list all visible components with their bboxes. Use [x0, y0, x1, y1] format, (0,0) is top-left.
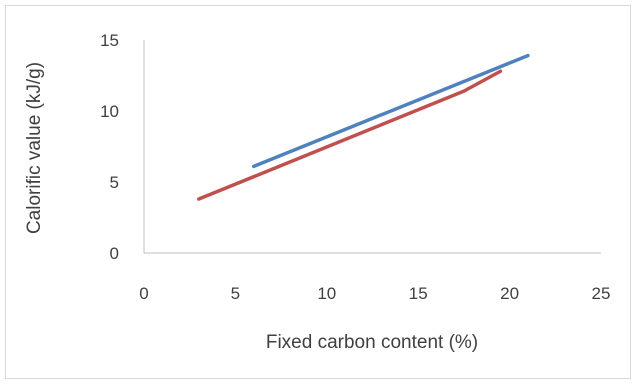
y-tick-label: 10 — [100, 102, 119, 121]
series-line-1 — [254, 56, 528, 167]
x-tick-label: 25 — [592, 284, 611, 303]
y-tick-label: 0 — [110, 244, 119, 263]
axes — [144, 40, 601, 253]
x-axis-title: Fixed carbon content (%) — [266, 332, 478, 353]
series-line-2 — [199, 71, 501, 199]
x-tick-label: 10 — [317, 284, 336, 303]
x-tick-labels: 0 5 10 15 20 25 — [139, 284, 610, 303]
series-lines — [199, 56, 528, 199]
y-tick-label: 15 — [100, 31, 119, 50]
y-axis-title: Calorific value (kJ/g) — [24, 62, 45, 234]
x-tick-label: 20 — [500, 284, 519, 303]
x-tick-label: 5 — [231, 284, 240, 303]
y-tick-labels: 0 5 10 15 — [100, 31, 119, 263]
x-tick-label: 15 — [409, 284, 428, 303]
x-tick-label: 0 — [139, 284, 148, 303]
y-tick-label: 5 — [110, 173, 119, 192]
